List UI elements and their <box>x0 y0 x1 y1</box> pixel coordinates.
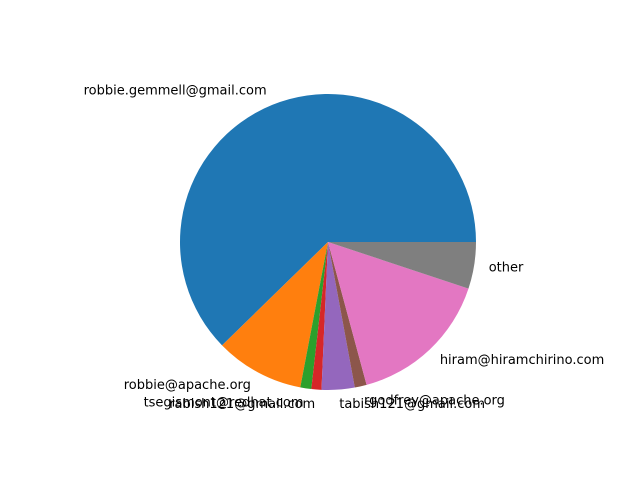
pie-label-robbie-apache-org: robbie@apache.org <box>124 378 251 393</box>
pie-label-other: other <box>489 260 524 275</box>
pie-label-robbie-gemmell-gmail-com: robbie.gemmell@gmail.com <box>84 84 267 99</box>
pie-slices <box>179 94 476 391</box>
pie-slice-rgodfrey-apache-org <box>328 242 367 388</box>
pie-slice-rabish121-gmail-com <box>311 242 328 390</box>
pie-slice-hiram-hiramchirino-com <box>328 242 469 385</box>
pie-labels: robbie.gemmell@gmail.com robbie@apache.or… <box>84 84 605 412</box>
pie-slice-other <box>328 242 476 289</box>
pie-slice-robbie-gemmell-gmail-com <box>179 94 476 346</box>
pie-label-tabish121-gmail-com: tabish121@gmail.com <box>339 397 485 412</box>
pie-label-tsegismont-redhat-com: tsegismont@redhat.com <box>144 395 304 410</box>
pie-slice-robbie-apache-org <box>222 242 328 388</box>
pie-label-hiram-hiramchirino-com: hiram@hiramchirino.com <box>440 353 604 368</box>
pie-label-rabish121-gmail-com: rabish121@gmail.com <box>169 397 315 412</box>
pie-slice-tabish121-gmail-com <box>321 242 355 391</box>
pie-label-rgodfrey-apache-org: rgodfrey@apache.org <box>364 393 505 408</box>
pie-slice-tsegismont-redhat-com <box>300 242 328 390</box>
